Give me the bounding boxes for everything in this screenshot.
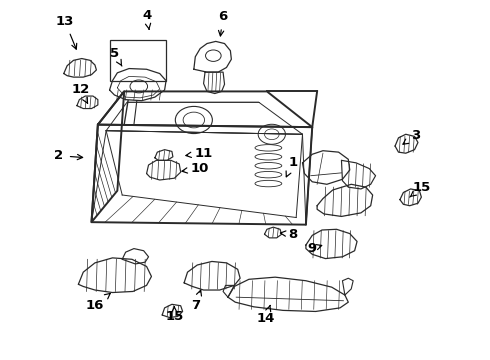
Text: 15: 15 (410, 181, 431, 197)
Text: 5: 5 (110, 47, 122, 66)
Bar (110, 40, 166, 81)
Text: 13: 13 (55, 14, 77, 49)
Text: 11: 11 (186, 147, 213, 160)
Text: 6: 6 (219, 10, 228, 36)
Text: 9: 9 (308, 242, 322, 255)
Text: 3: 3 (403, 129, 420, 144)
Text: 14: 14 (256, 305, 275, 325)
Text: 4: 4 (142, 9, 151, 29)
Text: 2: 2 (54, 149, 83, 162)
Text: 12: 12 (71, 84, 90, 103)
Text: 10: 10 (182, 162, 209, 175)
Text: 15: 15 (165, 307, 183, 323)
Text: 16: 16 (86, 293, 110, 312)
Text: 8: 8 (280, 228, 297, 241)
Text: 7: 7 (191, 290, 201, 312)
Text: 1: 1 (286, 156, 297, 177)
